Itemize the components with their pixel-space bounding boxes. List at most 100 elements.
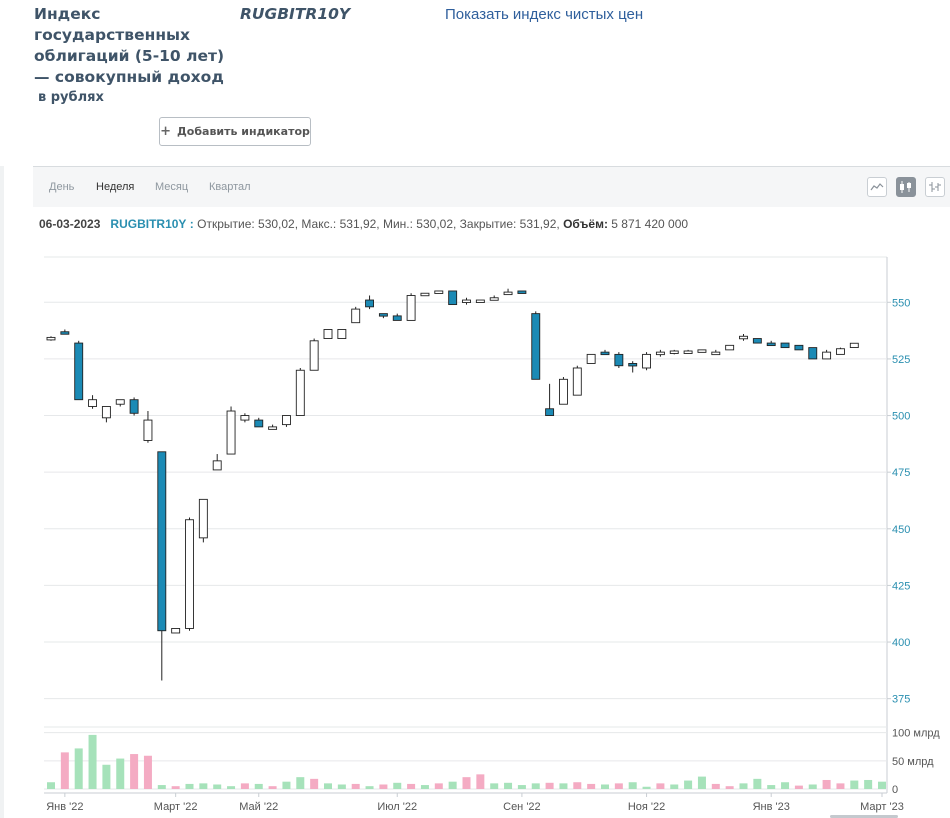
volume-bar bbox=[504, 782, 513, 789]
volume-bar bbox=[102, 764, 111, 789]
candle-body bbox=[309, 340, 319, 371]
volume-bar bbox=[462, 777, 471, 789]
candle-body bbox=[780, 342, 790, 349]
volume-bar bbox=[254, 783, 263, 789]
candle-body bbox=[60, 331, 70, 335]
volume-bar bbox=[517, 785, 526, 789]
volume-bar bbox=[420, 785, 429, 789]
candle-body bbox=[711, 351, 721, 356]
candle-body bbox=[669, 350, 679, 354]
line-chart-icon bbox=[870, 183, 884, 191]
time-tick-label: Ноя '22 bbox=[628, 801, 665, 813]
chart-scroll-thumb[interactable] bbox=[830, 815, 898, 818]
price-tick-label: 425 bbox=[892, 580, 910, 592]
volume-bar bbox=[379, 784, 388, 789]
volume-bar bbox=[545, 782, 554, 789]
price-tick-label: 525 bbox=[892, 354, 910, 366]
add-indicator-button[interactable]: + Добавить индикатор bbox=[159, 117, 311, 146]
time-tick-label: Июл '22 bbox=[377, 801, 417, 813]
ohlc-bars-button[interactable] bbox=[925, 177, 945, 197]
volume-bar bbox=[697, 776, 706, 789]
candle-body bbox=[822, 351, 832, 360]
volume-bar bbox=[448, 781, 457, 789]
ticker-symbol: RUGBITR10Y bbox=[240, 5, 351, 23]
candle-body bbox=[115, 399, 125, 405]
volume-bar bbox=[407, 783, 416, 789]
volume-bar bbox=[794, 785, 803, 789]
volume-bar bbox=[531, 783, 540, 789]
volume-bar bbox=[601, 784, 609, 789]
candle-body bbox=[295, 369, 305, 416]
volume-bar bbox=[573, 782, 582, 789]
volume-bar bbox=[268, 786, 277, 789]
time-tick-label: Март '23 bbox=[860, 801, 904, 813]
volume-bar bbox=[143, 755, 152, 789]
price-tick-label: 550 bbox=[892, 297, 910, 309]
volume-bar bbox=[670, 784, 679, 789]
volume-bar bbox=[337, 784, 346, 789]
candle-body bbox=[849, 342, 859, 349]
candle-body bbox=[545, 408, 555, 417]
volume-bar bbox=[753, 778, 762, 789]
time-tick-label: Май '22 bbox=[239, 801, 278, 813]
volume-bar bbox=[157, 785, 166, 789]
volume-bar bbox=[836, 783, 845, 789]
ohlc-date: 06-03-2023 bbox=[39, 217, 101, 231]
volume-bar bbox=[296, 777, 305, 789]
candle-body bbox=[226, 410, 236, 455]
volume-bar bbox=[628, 782, 637, 789]
candle-body bbox=[365, 299, 374, 308]
candle-body bbox=[351, 308, 361, 324]
volume-tick-label: 0 bbox=[892, 784, 898, 796]
volume-bar bbox=[60, 752, 69, 789]
tab-quarter[interactable]: Квартал bbox=[209, 181, 251, 193]
plus-icon: + bbox=[160, 124, 171, 139]
volume-bar bbox=[171, 786, 180, 789]
candle-body bbox=[531, 313, 541, 380]
candle-body bbox=[572, 367, 582, 396]
clean-price-index-link[interactable]: Показать индекс чистых цен bbox=[445, 6, 644, 23]
line-chart-button[interactable] bbox=[867, 177, 887, 197]
left-edge-strip bbox=[0, 166, 4, 818]
candlestick-chart-button[interactable] bbox=[896, 177, 916, 197]
candle-body bbox=[642, 353, 651, 369]
candle-body bbox=[254, 419, 264, 428]
candle-body bbox=[171, 628, 181, 634]
volume-bar bbox=[351, 783, 360, 789]
chart-panel: День Неделя Месяц Квартал bbox=[33, 166, 950, 818]
candle-body bbox=[462, 299, 471, 303]
price-tick-label: 400 bbox=[892, 637, 910, 649]
candle-body bbox=[766, 342, 776, 347]
ohlc-bars-icon bbox=[929, 182, 941, 192]
volume-bar bbox=[822, 779, 831, 789]
candle-body bbox=[600, 351, 610, 356]
candle-body bbox=[185, 519, 194, 629]
tab-month[interactable]: Месяц bbox=[155, 181, 189, 193]
volume-bar bbox=[185, 783, 194, 789]
tab-day[interactable]: День bbox=[49, 181, 75, 193]
volume-bar bbox=[878, 781, 886, 789]
volume-bar bbox=[587, 783, 596, 789]
candle-body bbox=[337, 329, 347, 339]
candle-body bbox=[752, 338, 762, 344]
candle-body bbox=[683, 350, 693, 354]
candle-body bbox=[46, 336, 56, 341]
volume-bar bbox=[684, 780, 693, 789]
candle-body bbox=[448, 290, 458, 306]
price-tick-label: 450 bbox=[892, 524, 910, 536]
volume-bar bbox=[767, 785, 776, 789]
candle-body bbox=[88, 399, 98, 407]
volume-bar bbox=[227, 786, 236, 789]
candle-body bbox=[836, 348, 845, 355]
candle-body bbox=[406, 295, 416, 321]
candle-body bbox=[392, 315, 402, 321]
volume-bar bbox=[490, 783, 499, 789]
volume-bar bbox=[47, 782, 55, 789]
candle-body bbox=[725, 344, 735, 351]
candle-body bbox=[101, 406, 111, 419]
volume-bar bbox=[310, 778, 319, 789]
volume-bar bbox=[850, 780, 859, 789]
time-tick-label: Янв '23 bbox=[753, 801, 790, 813]
tab-week[interactable]: Неделя bbox=[96, 181, 135, 193]
